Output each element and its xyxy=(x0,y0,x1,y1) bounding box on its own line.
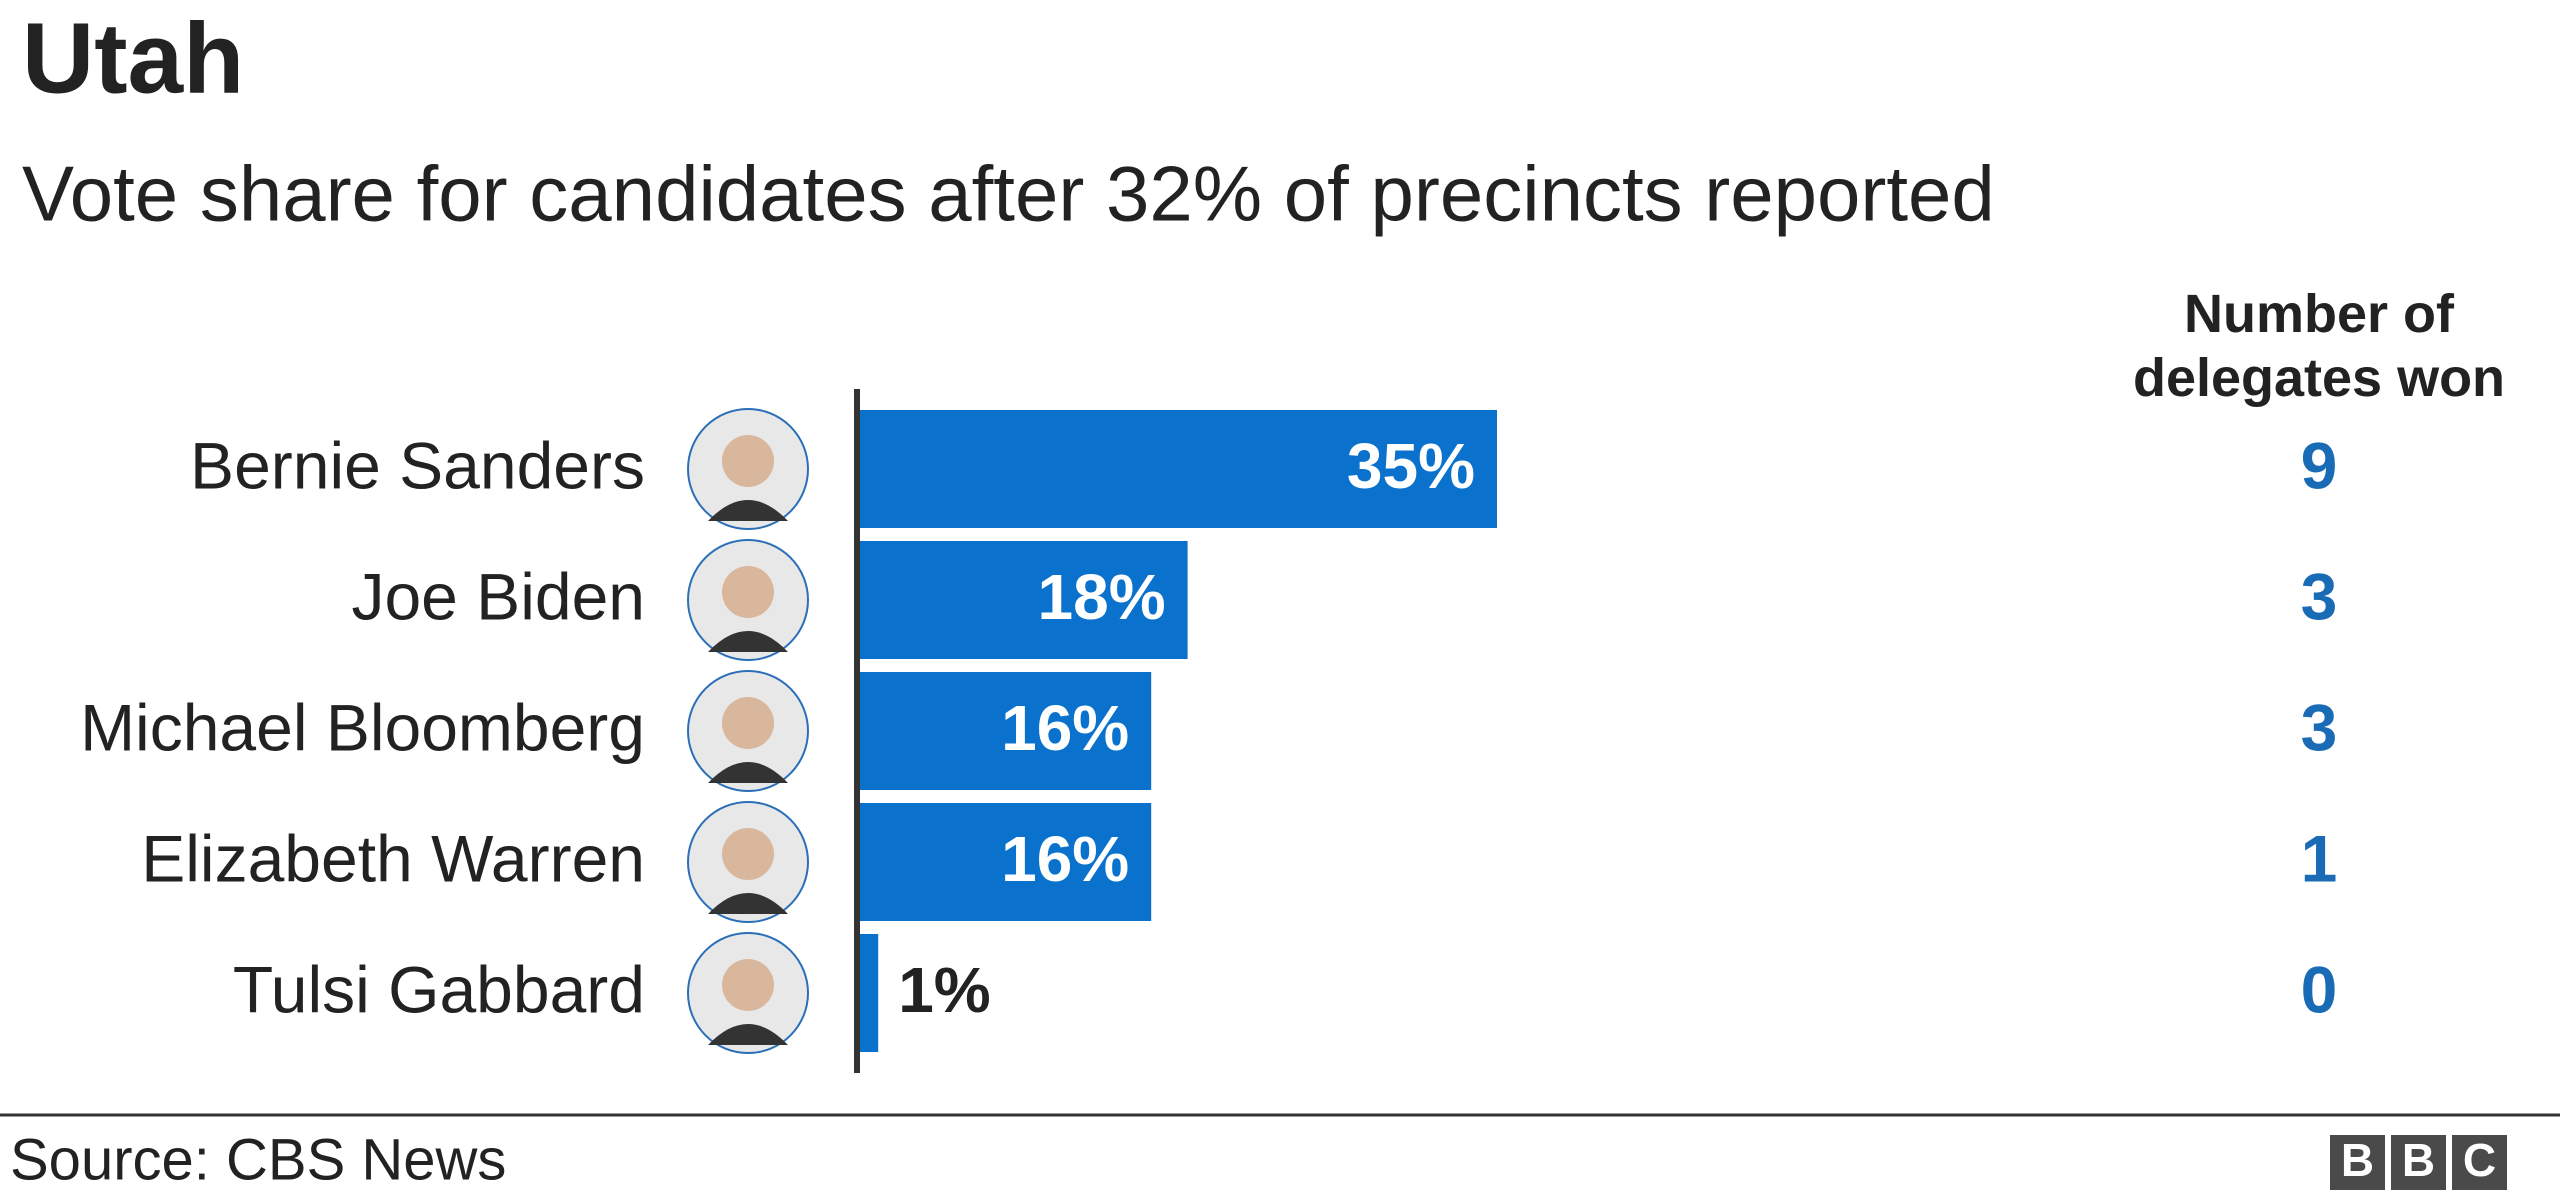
bar xyxy=(860,410,1497,528)
photo-face xyxy=(722,959,774,1011)
value-label: 18% xyxy=(1038,561,1166,633)
category-label: Bernie Sanders xyxy=(190,428,645,502)
photo-body xyxy=(708,1024,788,1045)
photo-body xyxy=(708,893,788,914)
delegates-value: 0 xyxy=(2301,952,2338,1026)
delegates-value: 3 xyxy=(2301,690,2338,764)
logo-box xyxy=(2391,1135,2446,1190)
logo-letter: B xyxy=(2341,1134,2374,1186)
photo-body xyxy=(708,762,788,783)
value-label: 35% xyxy=(1347,430,1475,502)
photo-face xyxy=(722,828,774,880)
category-label: Michael Bloomberg xyxy=(80,690,645,764)
photo-face xyxy=(722,566,774,618)
category-label: Tulsi Gabbard xyxy=(233,952,645,1026)
bar xyxy=(860,803,1152,921)
delegates-header: Number of delegates won xyxy=(2132,284,2506,408)
photo-body xyxy=(708,631,788,652)
logo-box xyxy=(2330,1135,2385,1190)
value-label: 1% xyxy=(898,954,991,1026)
category-label: Joe Biden xyxy=(351,559,645,633)
bar xyxy=(860,934,879,1052)
value-label: 16% xyxy=(1001,692,1129,764)
photo-body xyxy=(708,500,788,521)
delegates-value: 9 xyxy=(2301,428,2338,502)
source: Source: CBS News xyxy=(10,1127,506,1192)
category-label: Elizabeth Warren xyxy=(141,821,645,895)
photo-face xyxy=(722,435,774,487)
bar xyxy=(860,672,1152,790)
logo-letter: C xyxy=(2463,1134,2496,1186)
value-label: 16% xyxy=(1001,823,1129,895)
logo-letter: B xyxy=(2402,1134,2435,1186)
photo-face xyxy=(722,697,774,749)
chart-subtitle: Vote share for candidates after 32% of p… xyxy=(22,150,1995,238)
delegates-value: 1 xyxy=(2301,821,2338,895)
delegates-value: 3 xyxy=(2301,559,2338,633)
chart-title: Utah xyxy=(22,2,244,114)
logo-box xyxy=(2452,1135,2507,1190)
bar xyxy=(860,541,1188,659)
